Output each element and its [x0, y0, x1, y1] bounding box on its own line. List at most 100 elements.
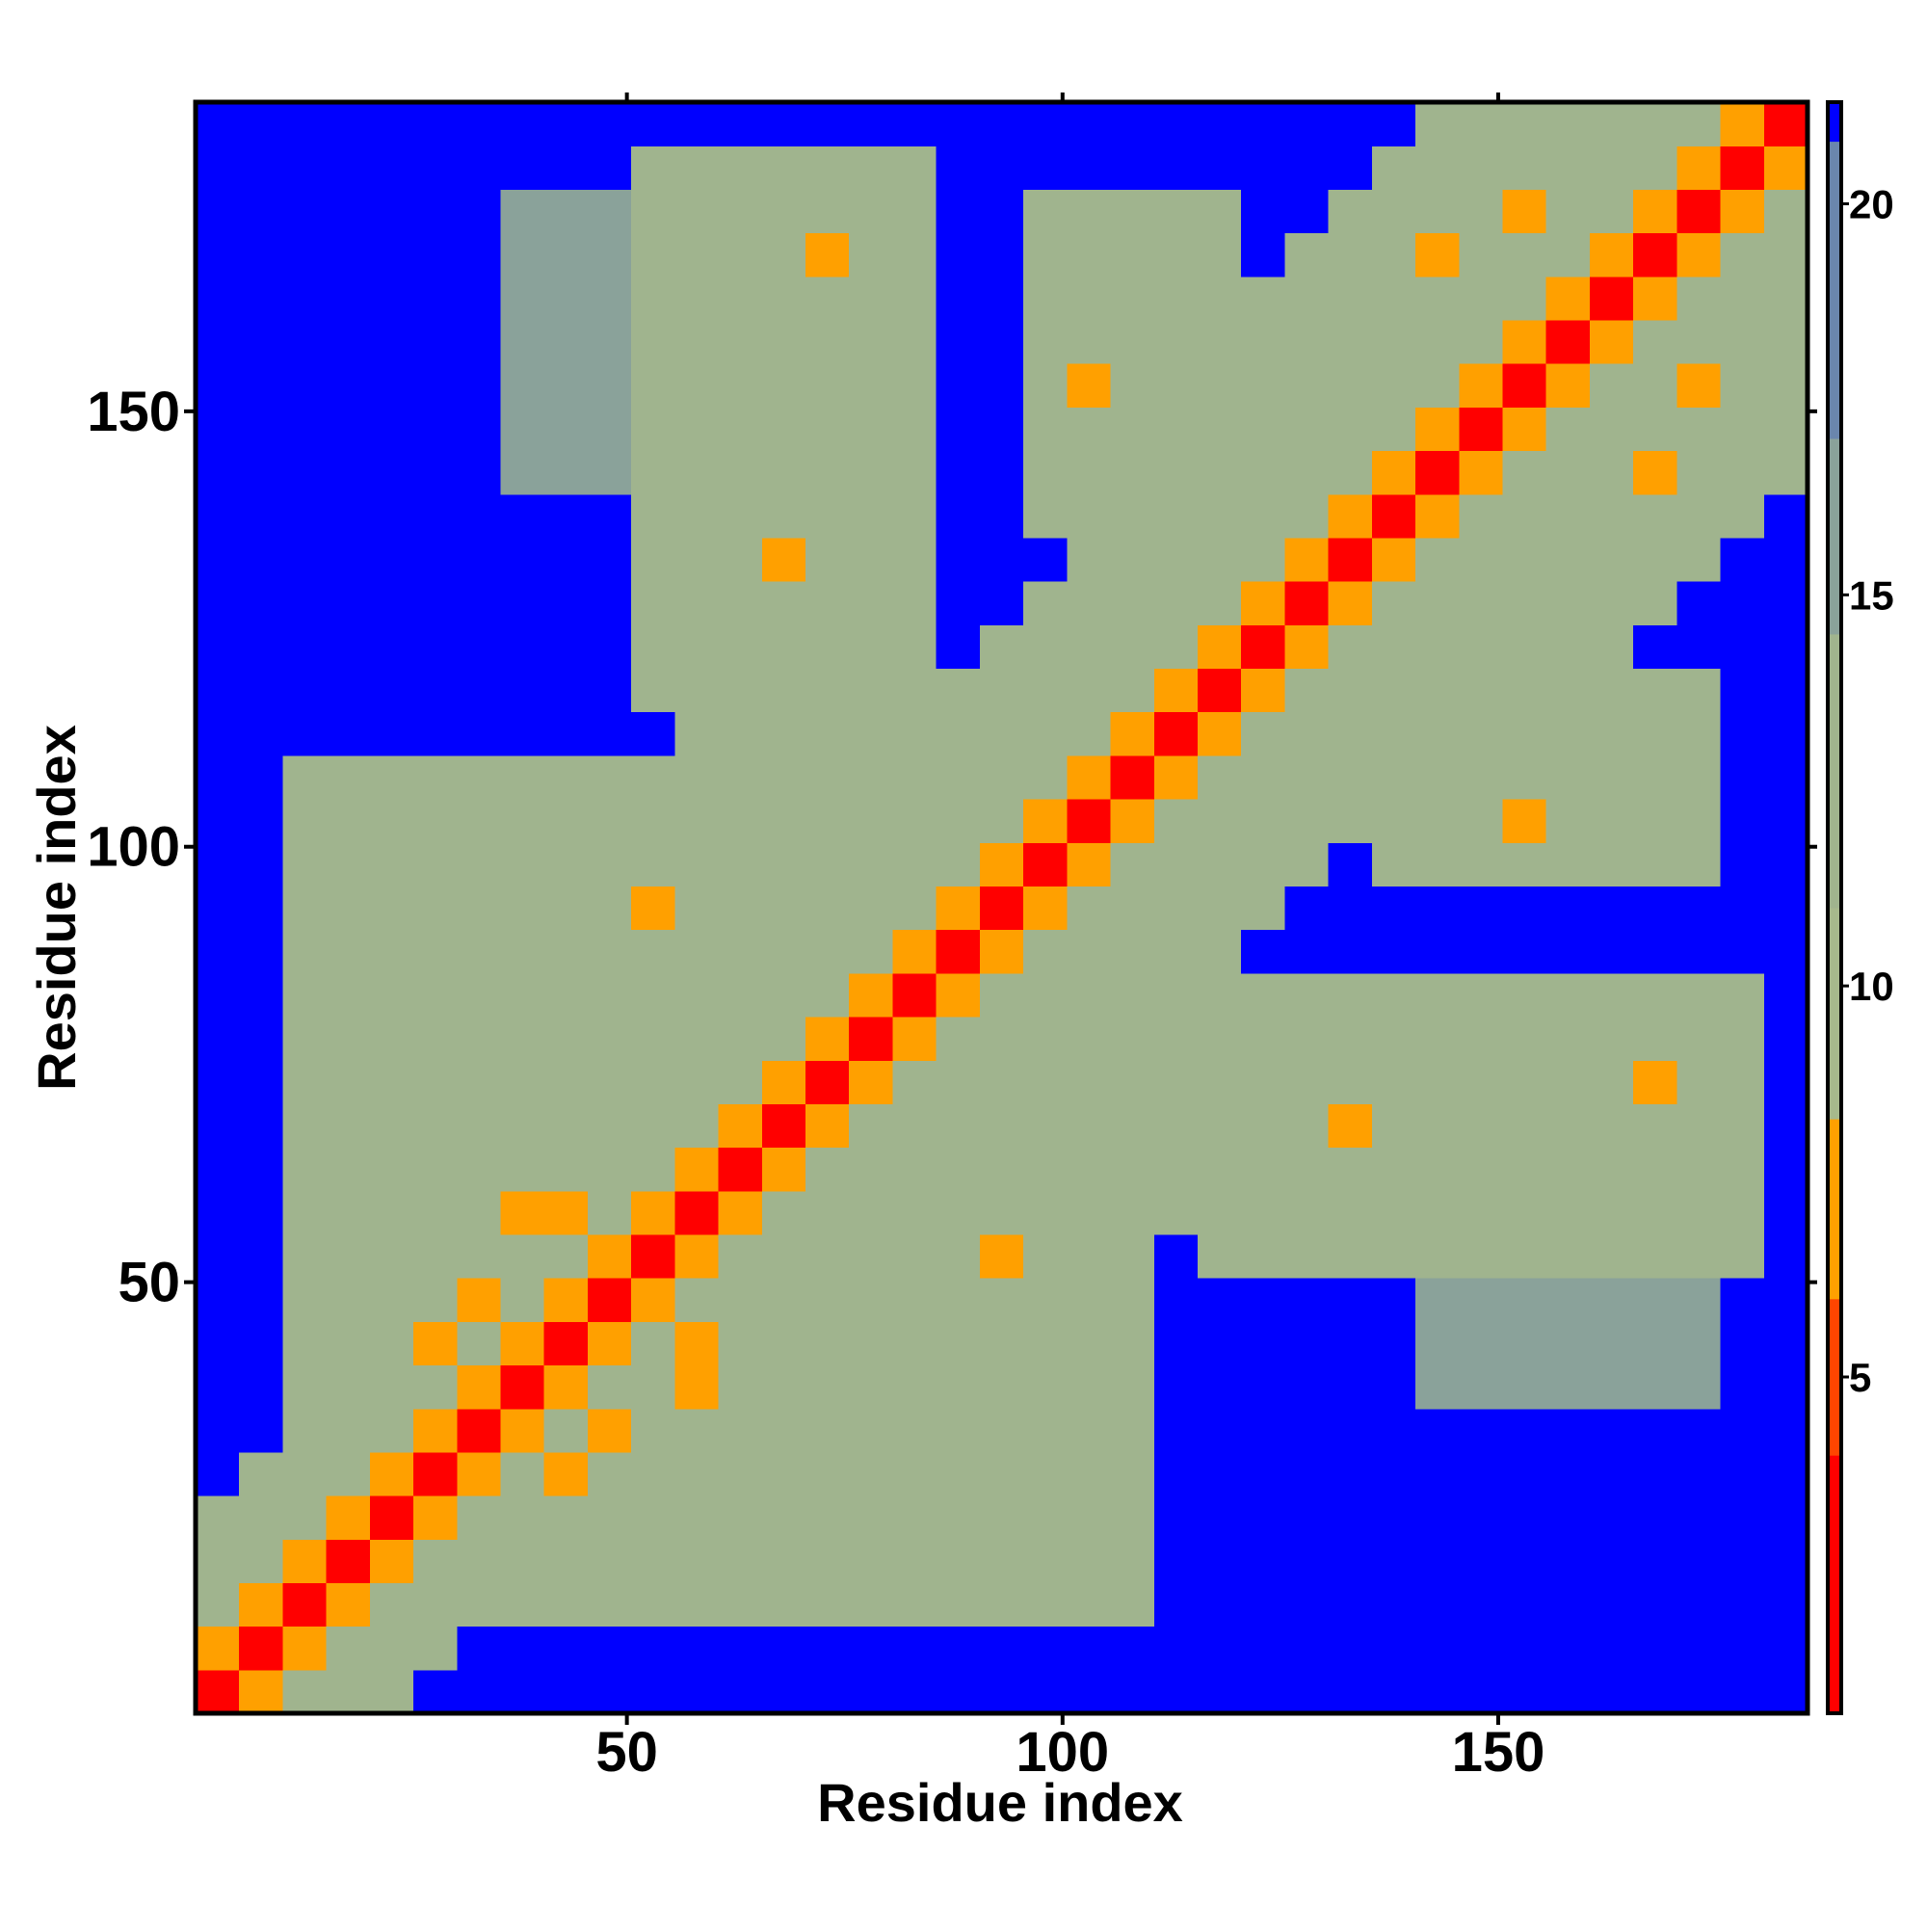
heatmap-cell [196, 581, 240, 625]
heatmap-cell [1023, 232, 1068, 278]
heatmap-cell [1720, 232, 1765, 278]
heatmap-cell [1067, 363, 1112, 408]
heatmap-cell [1676, 1321, 1722, 1366]
heatmap-cell [1720, 1364, 1765, 1410]
heatmap-cell [674, 407, 720, 452]
heatmap-cell [1415, 276, 1460, 321]
heatmap-cell [457, 886, 502, 931]
heatmap-cell [1241, 711, 1286, 756]
colorbar-tick-label: 20 [1849, 182, 1894, 227]
heatmap-cell [936, 842, 981, 887]
heatmap-cell [196, 668, 240, 713]
heatmap-cell [1153, 407, 1199, 452]
heatmap-cell [500, 972, 545, 1018]
heatmap-cell [936, 799, 981, 843]
heatmap-cell [369, 407, 414, 452]
heatmap-cell [369, 711, 414, 756]
heatmap-cell [1023, 1451, 1068, 1496]
heatmap-cell [718, 1278, 763, 1322]
heatmap-cell [1153, 972, 1199, 1018]
heatmap-cell [936, 1582, 981, 1628]
heatmap-cell [1067, 1539, 1112, 1584]
heatmap-cell [1502, 276, 1547, 321]
heatmap-cell [1328, 1582, 1373, 1628]
heatmap-cell [1067, 668, 1112, 713]
heatmap-cell [587, 407, 632, 452]
heatmap-cell [1328, 1669, 1373, 1714]
heatmap-cell [457, 929, 502, 974]
heatmap-cell [587, 929, 632, 974]
heatmap-cell [1633, 1190, 1677, 1235]
heatmap-cell [1415, 1364, 1460, 1410]
heatmap-cell [587, 1582, 632, 1628]
heatmap-cell [1023, 581, 1068, 625]
heatmap-cell [1545, 581, 1591, 625]
heatmap-cell [761, 102, 806, 146]
heatmap-cell [1502, 711, 1547, 756]
heatmap-cell [1676, 189, 1722, 234]
heatmap-cell [849, 799, 894, 843]
heatmap-cell [1197, 1539, 1242, 1584]
heatmap-cell [631, 1408, 675, 1453]
heatmap-cell [500, 886, 545, 931]
heatmap-cell [282, 1233, 328, 1279]
heatmap-cell [587, 1669, 632, 1714]
heatmap-cell [239, 1669, 284, 1714]
heatmap-cell [1633, 754, 1677, 800]
heatmap-cell [979, 842, 1024, 887]
heatmap-cell [1545, 754, 1591, 800]
heatmap-cell [1153, 276, 1199, 321]
heatmap-cell [849, 581, 894, 625]
heatmap-cell [457, 1233, 502, 1279]
heatmap-cell [1110, 537, 1155, 582]
heatmap-cell [674, 450, 720, 495]
heatmap-cell [979, 1626, 1024, 1671]
heatmap-cell [1633, 1364, 1677, 1410]
heatmap-cell [500, 232, 545, 278]
heatmap-cell [196, 1103, 240, 1149]
heatmap-cell [1284, 624, 1330, 670]
heatmap-cell [1589, 1364, 1634, 1410]
heatmap-cell [369, 668, 414, 713]
heatmap-cell [892, 799, 937, 843]
heatmap-cell [1371, 842, 1416, 887]
heatmap-cell [1241, 1321, 1286, 1366]
heatmap-cell [1676, 232, 1722, 278]
heatmap-cell [1502, 842, 1547, 887]
heatmap-cell [1153, 1669, 1199, 1714]
heatmap-cell [1153, 1364, 1199, 1410]
heatmap-cell [805, 842, 850, 887]
heatmap-cell [1153, 1495, 1199, 1540]
heatmap-cell [413, 189, 458, 234]
heatmap-cell [413, 581, 458, 625]
heatmap-cell [1197, 407, 1242, 452]
heatmap-cell [1284, 1539, 1330, 1584]
heatmap-cell [457, 1669, 502, 1714]
heatmap-cell [1328, 276, 1373, 321]
heatmap-cell [1023, 929, 1068, 974]
heatmap-cell [1197, 102, 1242, 146]
heatmap-cell [1415, 450, 1460, 495]
heatmap-cell [1197, 1278, 1242, 1322]
heatmap-cell [1328, 624, 1373, 670]
heatmap-cell [1589, 537, 1634, 582]
heatmap-cell [457, 668, 502, 713]
heatmap-cell [326, 450, 371, 495]
heatmap-cell [1371, 363, 1416, 408]
heatmap-cell [892, 581, 937, 625]
heatmap-cell [413, 1364, 458, 1410]
heatmap-cell [1110, 1539, 1155, 1584]
heatmap-cell [1110, 450, 1155, 495]
heatmap-cell [369, 1233, 414, 1279]
heatmap-cell [1545, 624, 1591, 670]
heatmap-cell [674, 886, 720, 931]
heatmap-cell [936, 189, 981, 234]
heatmap-cell [631, 624, 675, 670]
heatmap-cell [239, 668, 284, 713]
heatmap-cell [1459, 1669, 1504, 1714]
heatmap-cell [1459, 1016, 1504, 1061]
heatmap-cell [1415, 363, 1460, 408]
heatmap-cell [1415, 624, 1460, 670]
heatmap-cell [1110, 146, 1155, 190]
heatmap-cell [326, 668, 371, 713]
